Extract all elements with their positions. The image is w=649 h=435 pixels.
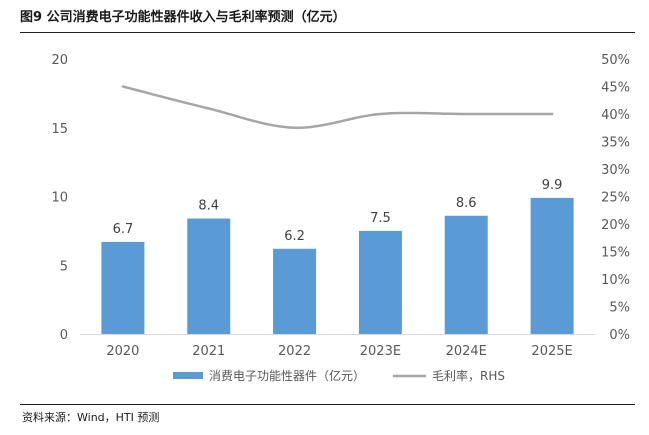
x-tick-label: 2024E bbox=[446, 344, 487, 359]
right-tick-label: 20% bbox=[601, 218, 630, 233]
bar-data-labels: 6.7 8.4 6.2 7.5 8.6 9.9 bbox=[113, 178, 563, 244]
x-tick-label: 2022 bbox=[278, 344, 311, 359]
x-tick-label: 2023E bbox=[360, 344, 401, 359]
bar-2021 bbox=[187, 218, 231, 334]
legend-line-label: 毛利率，RHS bbox=[432, 368, 505, 383]
bottom-rule bbox=[20, 404, 635, 405]
legend-bar-swatch bbox=[173, 372, 203, 379]
right-tick-label: 35% bbox=[601, 136, 630, 151]
right-axis-ticks: 0% 5% 10% 15% 20% 25% 30% 35% 40% 45% 50% bbox=[601, 53, 630, 343]
bar-2025E bbox=[530, 197, 574, 334]
left-tick-label: 0 bbox=[60, 328, 68, 343]
bar-value-label: 6.2 bbox=[284, 229, 305, 244]
bar-value-label: 6.7 bbox=[113, 222, 134, 237]
right-tick-label: 30% bbox=[601, 163, 630, 178]
source-note: 资料来源：Wind，HTI 预测 bbox=[22, 411, 160, 424]
right-tick-label: 40% bbox=[601, 108, 630, 123]
gross-margin-line bbox=[121, 85, 554, 130]
right-tick-label: 50% bbox=[601, 53, 630, 68]
right-tick-label: 45% bbox=[601, 81, 630, 96]
left-axis-ticks: 0 5 10 15 20 bbox=[51, 53, 68, 343]
right-tick-label: 10% bbox=[601, 273, 630, 288]
x-tick-label: 2025E bbox=[531, 344, 572, 359]
bar-value-label: 8.4 bbox=[198, 199, 219, 214]
bar-2022 bbox=[273, 248, 317, 334]
right-tick-label: 0% bbox=[609, 328, 630, 343]
chart-legend: 消费电子功能性器件（亿元） 毛利率，RHS bbox=[173, 368, 505, 383]
bar-value-label: 9.9 bbox=[542, 178, 563, 193]
left-tick-label: 15 bbox=[51, 122, 68, 137]
left-tick-label: 20 bbox=[51, 53, 68, 68]
figure-title: 图9 公司消费电子功能性器件收入与毛利率预测（亿元） bbox=[20, 10, 346, 25]
right-tick-label: 25% bbox=[601, 191, 630, 206]
bar-value-label: 8.6 bbox=[456, 196, 477, 211]
right-tick-label: 15% bbox=[601, 246, 630, 261]
top-rule bbox=[20, 32, 635, 33]
legend-bar-label: 消费电子功能性器件（亿元） bbox=[209, 368, 365, 383]
chart: 0 5 10 15 20 0% 5% 10% 15% 20% 25% 30% 35% 40% 45% 50%… bbox=[51, 53, 630, 383]
bar-2024E bbox=[444, 215, 488, 334]
x-tick-label: 2021 bbox=[192, 344, 225, 359]
bar-2023E bbox=[358, 230, 402, 334]
left-tick-label: 5 bbox=[60, 259, 68, 274]
x-axis-ticks: 2020 2021 2022 2023E 2024E 2025E bbox=[106, 344, 572, 359]
left-tick-label: 10 bbox=[51, 191, 68, 206]
right-tick-label: 5% bbox=[609, 301, 630, 316]
x-tick-label: 2020 bbox=[106, 344, 139, 359]
bar-2020 bbox=[101, 241, 145, 334]
bar-series bbox=[101, 197, 574, 334]
bar-value-label: 7.5 bbox=[370, 211, 391, 226]
